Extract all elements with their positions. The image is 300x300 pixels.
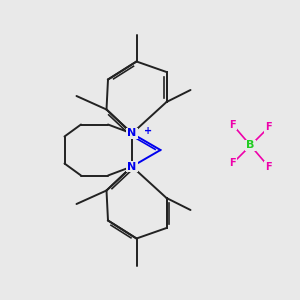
- Text: F: F: [229, 119, 236, 130]
- Text: F: F: [265, 122, 272, 133]
- Text: +: +: [144, 125, 153, 136]
- Text: N: N: [128, 161, 136, 172]
- Text: N: N: [128, 128, 136, 139]
- Text: F: F: [265, 161, 272, 172]
- Text: F: F: [229, 158, 236, 169]
- Text: B: B: [246, 140, 255, 151]
